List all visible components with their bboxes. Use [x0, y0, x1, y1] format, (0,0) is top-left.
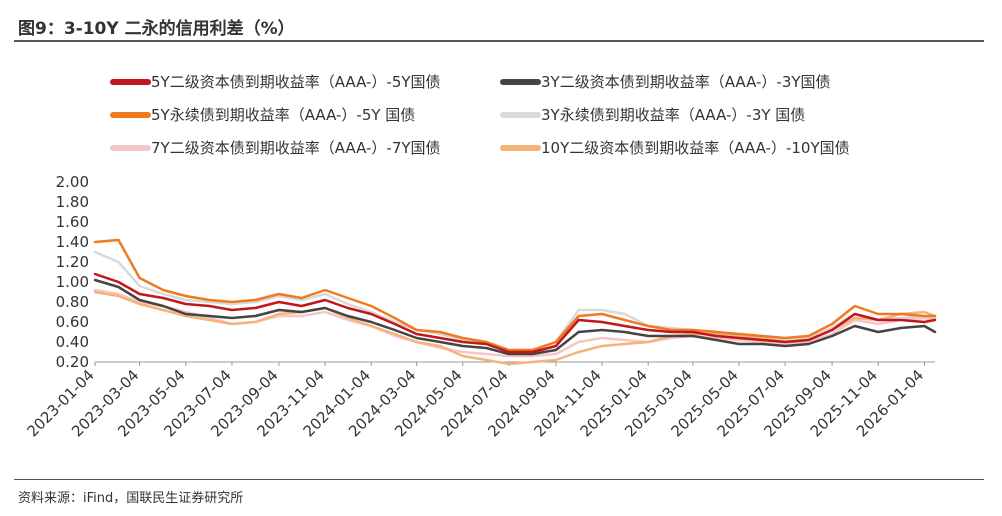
legend-label: 3Y永续债到期收益率（AAA-）-3Y 国债 [541, 106, 805, 124]
chart-title: 图9：3-10Y 二永的信用利差（%） [18, 19, 295, 39]
y-tick-label: 1.20 [56, 253, 89, 271]
y-tick-label: 0.20 [56, 353, 89, 371]
y-tick-label: 0.40 [56, 333, 89, 351]
chart-canvas: 5Y二级资本债到期收益率（AAA-）-5Y国债 3Y二级资本债到期收益率（AAA-… [23, 73, 937, 440]
y-tick-label: 0.80 [56, 293, 89, 311]
series-line [93, 272, 937, 354]
legend-label: 7Y二级资本债到期收益率（AAA-）-7Y国债 [151, 139, 441, 157]
legend-label: 5Y二级资本债到期收益率（AAA-）-5Y国债 [151, 73, 441, 91]
y-tick-label: 1.60 [56, 213, 89, 231]
y-axis: 2.00 1.80 1.60 1.40 1.20 1.00 0.80 0.60 0.40 0.20 [56, 173, 89, 371]
x-axis: 2023-01-042023-03-042023-05-042023-07-04… [23, 361, 935, 440]
top-rule [14, 40, 984, 42]
y-tick-label: 1.00 [56, 273, 89, 291]
bottom-rule [14, 479, 984, 480]
plot-area [93, 238, 937, 366]
y-tick-label: 0.60 [56, 313, 89, 331]
legend-label: 3Y二级资本债到期收益率（AAA-）-3Y国债 [541, 73, 831, 91]
legend-label: 10Y二级资本债到期收益率（AAA-）-10Y国债 [541, 139, 850, 157]
y-tick-label: 1.40 [56, 233, 89, 251]
series-line [93, 238, 937, 352]
source-note: 资料来源：iFind，国联民生证券研究所 [18, 491, 244, 506]
series-line [93, 278, 937, 356]
y-tick-label: 2.00 [56, 173, 89, 191]
legend: 5Y二级资本债到期收益率（AAA-）-5Y国债 3Y二级资本债到期收益率（AAA-… [110, 73, 850, 157]
legend-label: 5Y永续债到期收益率（AAA-）-5Y 国债 [151, 106, 415, 124]
y-tick-label: 1.80 [56, 193, 89, 211]
